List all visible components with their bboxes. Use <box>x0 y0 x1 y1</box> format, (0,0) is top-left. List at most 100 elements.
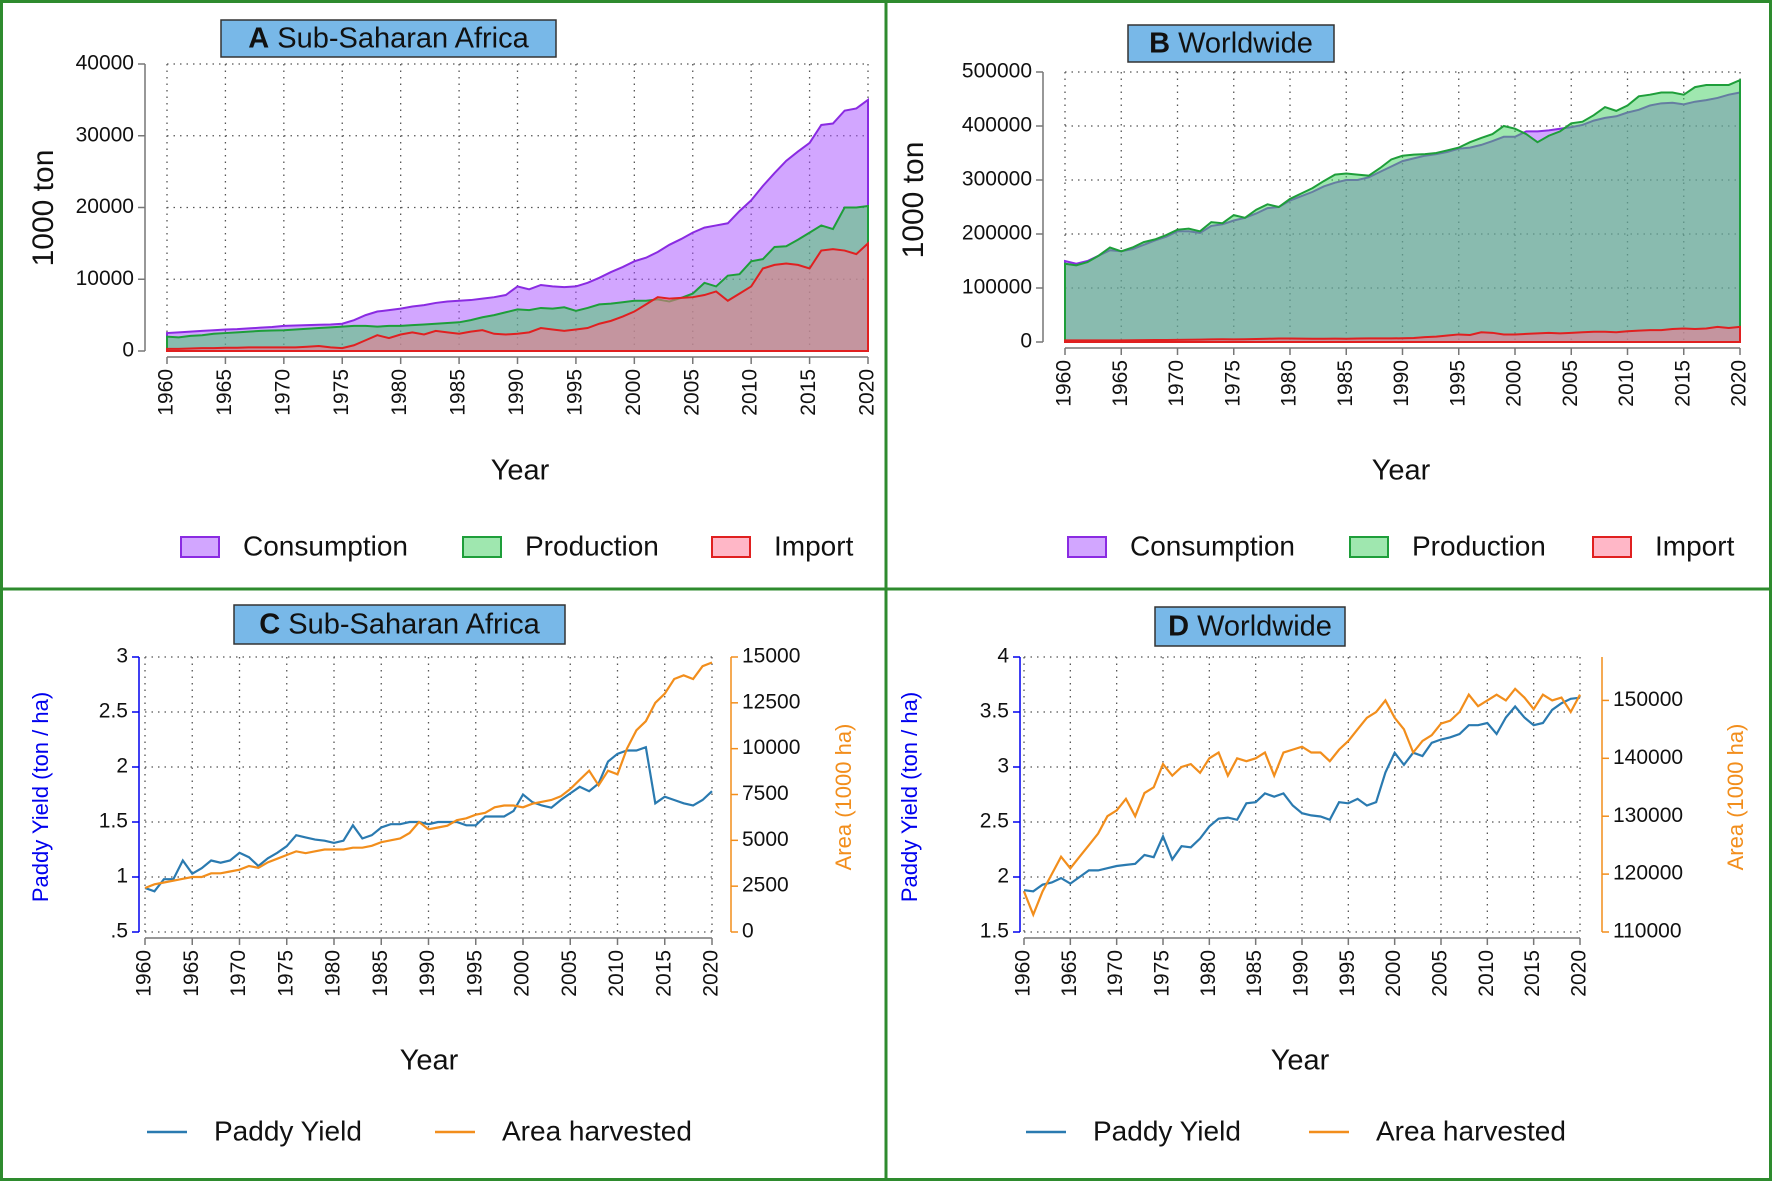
legend-label: Paddy Yield <box>214 1115 362 1146</box>
y2-tick-label: 110000 <box>1613 920 1682 943</box>
legend-label: Consumption <box>243 530 408 561</box>
area <box>1064 325 1741 343</box>
y-tick-label: 200000 <box>962 222 1032 245</box>
x-tick-label: 1965 <box>213 369 236 416</box>
y-tick-label: 3.5 <box>980 700 1009 723</box>
y2-tick-label: 15000 <box>742 645 800 668</box>
x-tick-label: 1995 <box>1336 950 1359 997</box>
legend-swatch <box>180 536 220 558</box>
x-tick-label: 1970 <box>227 950 250 997</box>
x-tick-label: 1990 <box>1290 950 1313 997</box>
legend-label: Production <box>1412 530 1546 561</box>
x-tick-label: 2005 <box>680 369 703 416</box>
y-tick-label: 1.5 <box>980 920 1009 943</box>
panel-label: D <box>1168 610 1189 642</box>
y2-tick-label: 150000 <box>1613 688 1683 711</box>
x-tick-label: 1990 <box>505 369 528 416</box>
y-tick-label: 40000 <box>76 52 134 75</box>
y2-tick-label: 130000 <box>1613 804 1683 827</box>
y-tick-label: 30000 <box>76 123 134 146</box>
chart-title: A Sub-Saharan Africa <box>248 22 529 54</box>
area <box>1064 78 1741 343</box>
y2-tick-label: 140000 <box>1613 746 1683 769</box>
x-tick-label: 2010 <box>739 369 762 416</box>
x-tick-label: 2015 <box>1671 360 1694 407</box>
title-box <box>220 19 557 58</box>
legend-label: Import <box>1655 530 1735 561</box>
x-tick-label: 2020 <box>1568 950 1591 997</box>
chart-title: C Sub-Saharan Africa <box>259 608 540 640</box>
x-axis-label: Year <box>1271 1045 1330 1077</box>
y2-tick-label: 7500 <box>742 782 789 805</box>
x-tick-label: 2010 <box>605 950 628 997</box>
x-tick-label: 1980 <box>388 369 411 416</box>
x-tick-label: 1985 <box>369 950 392 997</box>
x-tick-label: 1960 <box>155 369 178 416</box>
y-tick-label: 2 <box>997 865 1009 888</box>
y-tick-label: 300000 <box>962 168 1032 191</box>
y-axis-label: Paddy Yield (ton / ha) <box>897 692 922 902</box>
y-tick-label: 3 <box>997 755 1009 778</box>
x-tick-label: 1975 <box>1151 950 1174 997</box>
y2-axis-label: Area (1000 ha) <box>1723 724 1748 871</box>
panel-label: C <box>259 608 280 640</box>
x-tick-label: 2020 <box>700 950 723 997</box>
x-tick-label: 2010 <box>1615 360 1638 407</box>
legend-swatch <box>1067 536 1107 558</box>
x-tick-label: 1970 <box>271 369 294 416</box>
area <box>166 97 869 352</box>
legend-swatch <box>711 536 751 558</box>
y2-axis-label: Area (1000 ha) <box>831 724 856 871</box>
chart-title: B Worldwide <box>1149 27 1313 59</box>
y2-tick-label: 2500 <box>742 874 789 897</box>
panel-label: B <box>1149 27 1170 59</box>
x-tick-label: 1970 <box>1165 360 1188 407</box>
title-text: Sub-Saharan Africa <box>288 608 540 640</box>
x-tick-label: 2015 <box>797 369 820 416</box>
x-tick-label: 1980 <box>1197 950 1220 997</box>
title-box <box>233 604 566 645</box>
legend-swatch <box>1592 536 1632 558</box>
y2-tick-label: 0 <box>742 920 754 943</box>
x-tick-label: 1995 <box>1446 360 1469 407</box>
x-tick-label: 1990 <box>1390 360 1413 407</box>
x-tick-label: 1975 <box>1221 360 1244 407</box>
y-tick-label: 0 <box>122 339 134 362</box>
x-tick-label: 1995 <box>463 950 486 997</box>
x-tick-label: 2000 <box>511 950 534 997</box>
x-tick-label: 1965 <box>180 950 203 997</box>
y-tick-label: 2.5 <box>99 700 128 723</box>
y-tick-label: 10000 <box>76 267 134 290</box>
x-tick-label: 1975 <box>274 950 297 997</box>
area <box>166 241 869 352</box>
x-tick-label: 2020 <box>856 369 879 416</box>
legend-label: Production <box>525 530 659 561</box>
y-axis-label: 1000 ton <box>897 142 930 259</box>
x-tick-label: 1995 <box>563 369 586 416</box>
x-tick-label: 2015 <box>652 950 675 997</box>
x-tick-label: 1965 <box>1109 360 1132 407</box>
x-axis-label: Year <box>400 1045 459 1077</box>
panel-label: A <box>248 22 269 54</box>
x-tick-label: 2005 <box>1559 360 1582 407</box>
y-axis-label: Paddy Yield (ton / ha) <box>28 692 53 902</box>
x-axis-label: Year <box>1372 455 1431 487</box>
x-tick-label: 2000 <box>1382 950 1405 997</box>
line <box>1022 687 1581 918</box>
y-tick-label: 0 <box>1020 330 1032 353</box>
legend-label: Paddy Yield <box>1093 1115 1241 1146</box>
line <box>144 661 713 890</box>
title-text: Sub-Saharan Africa <box>277 22 529 54</box>
x-tick-label: 1980 <box>1278 360 1301 407</box>
y2-tick-label: 12500 <box>742 690 800 713</box>
title-box <box>1154 606 1346 647</box>
x-tick-label: 1975 <box>330 369 353 416</box>
x-axis-label: Year <box>491 455 550 487</box>
x-tick-label: 1985 <box>1243 950 1266 997</box>
y-tick-label: 1 <box>116 865 128 888</box>
x-tick-label: 1960 <box>1053 360 1076 407</box>
y-tick-label: 1.5 <box>99 810 128 833</box>
x-tick-label: 2010 <box>1475 950 1498 997</box>
y-axis-label: 1000 ton <box>27 150 60 267</box>
x-tick-label: 1980 <box>322 950 345 997</box>
